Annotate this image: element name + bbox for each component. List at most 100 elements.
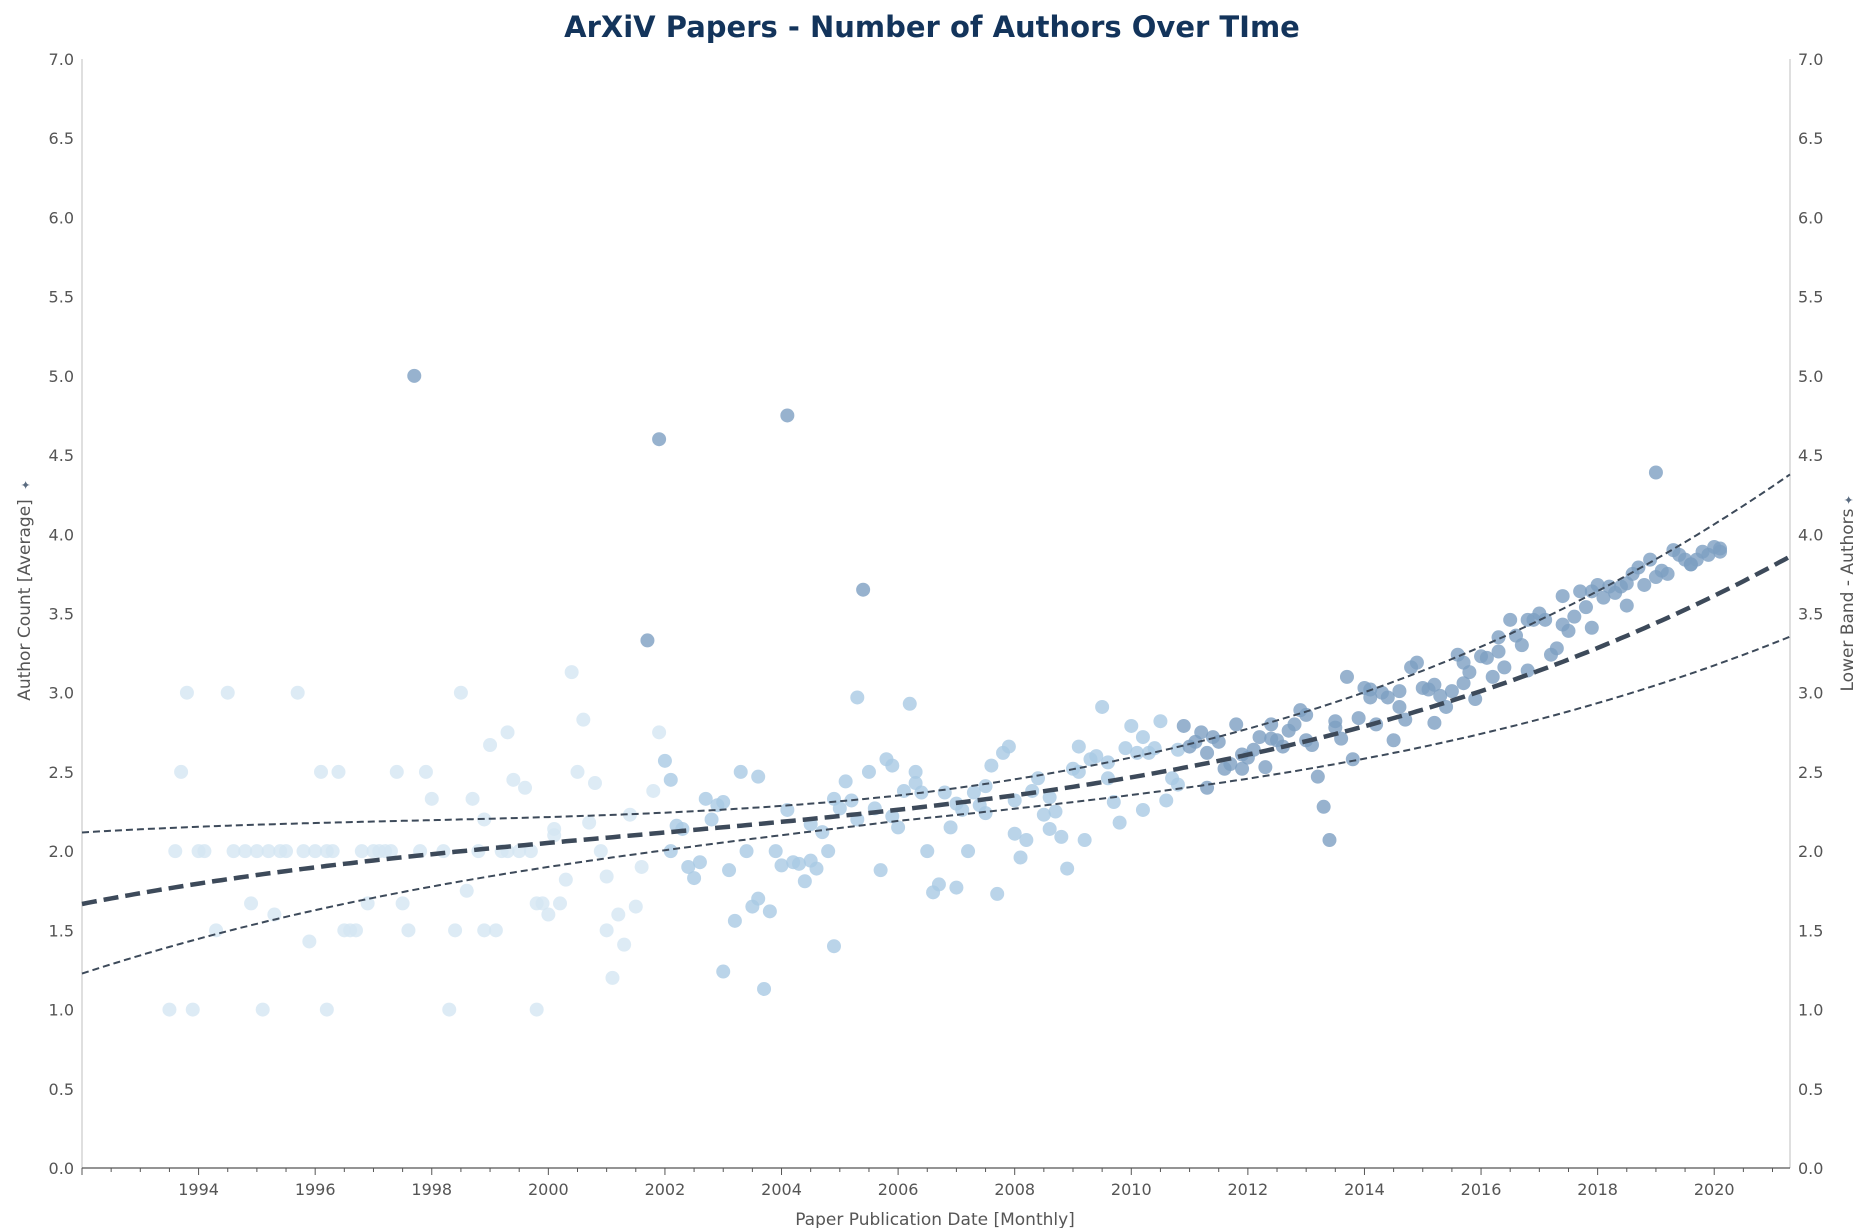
y-tick-label-left: 1.0 xyxy=(49,1001,74,1020)
data-point xyxy=(1462,665,1477,680)
data-point xyxy=(1631,560,1646,575)
data-point xyxy=(821,844,836,859)
data-point xyxy=(861,764,876,779)
data-point xyxy=(1561,623,1576,638)
y-tick-label-right: 7.0 xyxy=(1798,50,1823,69)
data-point xyxy=(1637,577,1652,592)
data-point xyxy=(1578,600,1593,615)
plot-frame xyxy=(81,59,1791,1169)
data-point xyxy=(1077,833,1092,848)
data-point xyxy=(1211,734,1226,749)
data-point xyxy=(1054,829,1069,844)
data-point xyxy=(1549,641,1564,656)
data-point xyxy=(838,774,853,789)
data-point xyxy=(1048,804,1063,819)
data-point xyxy=(1042,821,1057,836)
data-point xyxy=(681,859,696,874)
data-point xyxy=(1036,807,1051,822)
y-tick-label-left: 2.0 xyxy=(49,842,74,861)
trend-lines xyxy=(81,473,1792,975)
y-tick-label-left: 6.0 xyxy=(49,208,74,227)
data-point xyxy=(727,913,742,928)
data-point xyxy=(553,896,568,911)
data-point xyxy=(1194,725,1209,740)
x-tick-label: 2004 xyxy=(761,1180,802,1199)
y-tick-label-left: 0.0 xyxy=(49,1159,74,1178)
x-tick-label: 2016 xyxy=(1461,1180,1502,1199)
data-point xyxy=(687,871,702,886)
data-point xyxy=(290,685,305,700)
y-tick-label-left: 5.0 xyxy=(49,367,74,386)
data-point xyxy=(768,844,783,859)
data-point xyxy=(1503,612,1518,627)
data-point xyxy=(652,432,667,447)
data-point xyxy=(453,685,468,700)
data-point xyxy=(780,408,795,423)
data-point xyxy=(704,812,719,827)
data-point xyxy=(1013,850,1028,865)
upper-band-line xyxy=(81,473,1791,834)
y-axis-left: 0.0 0.5 1.0 1.5 2.0 2.5 3.0 3.5 4.0 4.5 5.0 5.5 6.0 6… xyxy=(49,50,74,1178)
x-tick-label: 1998 xyxy=(411,1180,452,1199)
data-point xyxy=(1135,730,1150,745)
data-point xyxy=(529,1002,544,1017)
data-point xyxy=(716,795,731,810)
data-point xyxy=(978,806,993,821)
data-point xyxy=(558,872,573,887)
data-point xyxy=(599,923,614,938)
data-point xyxy=(174,764,189,779)
data-point xyxy=(1345,752,1360,767)
x-tick-label: 1994 xyxy=(178,1180,219,1199)
data-point xyxy=(179,685,194,700)
y-tick-label-right: 3.0 xyxy=(1798,684,1823,703)
y-tick-label-right: 2.0 xyxy=(1798,842,1823,861)
data-point xyxy=(751,891,766,906)
trend-line xyxy=(81,554,1792,907)
data-point xyxy=(424,791,439,806)
y-axis-label-left: Author Count [Average] ✦ xyxy=(15,480,35,701)
data-point xyxy=(220,685,235,700)
data-point xyxy=(261,844,276,859)
y-tick-label-right: 4.0 xyxy=(1798,525,1823,544)
x-axis: 1994 1996 1998 2000 2002 2004 2006 2008 2010 2012… xyxy=(81,1168,1774,1199)
data-point xyxy=(885,758,900,773)
y-tick-label-left: 7.0 xyxy=(49,50,74,69)
data-point xyxy=(751,769,766,784)
y-tick-label-left: 1.5 xyxy=(49,921,74,940)
y-tick-label-right: 6.5 xyxy=(1798,129,1823,148)
data-point xyxy=(465,791,480,806)
data-point xyxy=(477,923,492,938)
data-point xyxy=(442,1002,457,1017)
data-point xyxy=(1485,669,1500,684)
data-point xyxy=(605,970,620,985)
data-point xyxy=(1299,707,1314,722)
data-point xyxy=(611,907,626,922)
lower-band-line xyxy=(81,635,1791,975)
x-tick-label: 2020 xyxy=(1694,1180,1735,1199)
data-point xyxy=(891,820,906,835)
data-point xyxy=(599,869,614,884)
data-point xyxy=(722,863,737,878)
data-point xyxy=(1619,598,1634,613)
y-tick-label-left: 2.5 xyxy=(49,763,74,782)
data-point xyxy=(162,1002,177,1017)
y-tick-label-right: 0.5 xyxy=(1798,1080,1823,1099)
data-point xyxy=(401,923,416,938)
data-point xyxy=(1124,718,1139,733)
data-point xyxy=(564,665,579,680)
data-point xyxy=(1573,584,1588,599)
data-point xyxy=(418,764,433,779)
data-point xyxy=(1555,589,1570,604)
data-point xyxy=(448,923,463,938)
data-point xyxy=(1200,745,1215,760)
data-point xyxy=(792,856,807,871)
data-point xyxy=(541,907,556,922)
data-point xyxy=(885,809,900,824)
data-point xyxy=(902,696,917,711)
data-point xyxy=(1095,699,1110,714)
data-point xyxy=(1514,638,1529,653)
pin-icon: ✦ xyxy=(19,480,33,490)
data-point xyxy=(1007,826,1022,841)
data-point xyxy=(319,1002,334,1017)
